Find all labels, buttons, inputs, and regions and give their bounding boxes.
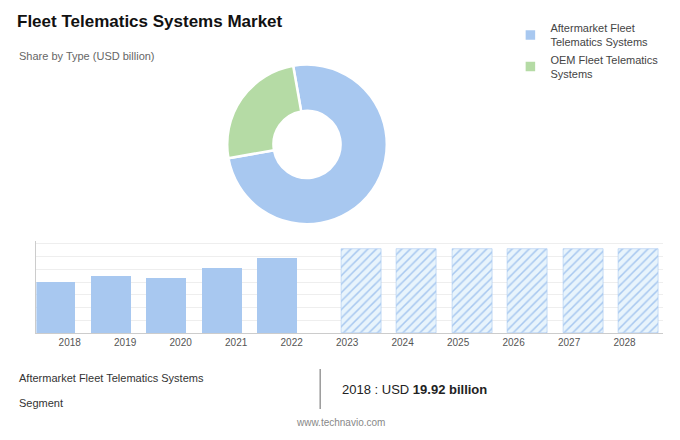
svg-text:2025: 2025 xyxy=(447,337,470,348)
svg-text:2028: 2028 xyxy=(613,337,636,348)
svg-text:OEM Fleet TelematicsSystems: OEM Fleet TelematicsSystems xyxy=(550,54,658,80)
svg-text:2020: 2020 xyxy=(170,337,193,348)
svg-text:Aftermarket Fleet Telematics S: Aftermarket Fleet Telematics Systems xyxy=(19,372,204,384)
svg-text:2022: 2022 xyxy=(281,337,304,348)
svg-text:2018 : USD 19.92 billion: 2018 : USD 19.92 billion xyxy=(342,382,487,397)
svg-text:Share by Type (USD billion): Share by Type (USD billion) xyxy=(19,50,155,62)
svg-text:2026: 2026 xyxy=(502,337,525,348)
svg-text:Fleet Telematics Systems Marke: Fleet Telematics Systems Market xyxy=(17,12,283,31)
svg-text:2018: 2018 xyxy=(59,337,82,348)
svg-text:Segment: Segment xyxy=(19,397,63,409)
svg-text:www.technavio.com: www.technavio.com xyxy=(296,417,385,428)
svg-text:2019: 2019 xyxy=(114,337,137,348)
svg-text:2024: 2024 xyxy=(391,337,414,348)
svg-text:2027: 2027 xyxy=(558,337,581,348)
svg-text:2021: 2021 xyxy=(225,337,248,348)
svg-text:2023: 2023 xyxy=(336,337,359,348)
svg-text:Aftermarket FleetTelematics Sy: Aftermarket FleetTelematics Systems xyxy=(550,22,648,48)
